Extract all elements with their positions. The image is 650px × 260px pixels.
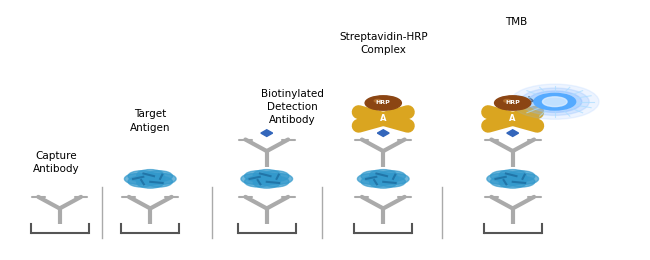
Circle shape <box>361 171 388 181</box>
Circle shape <box>495 96 531 110</box>
Circle shape <box>543 97 567 107</box>
Text: HRP: HRP <box>505 101 520 106</box>
Circle shape <box>534 93 576 110</box>
Circle shape <box>254 170 280 180</box>
Circle shape <box>378 171 406 181</box>
Circle shape <box>512 173 538 184</box>
Text: Target
Antigen: Target Antigen <box>130 109 170 133</box>
Circle shape <box>528 91 582 113</box>
Circle shape <box>358 173 385 184</box>
Circle shape <box>146 176 172 187</box>
Circle shape <box>499 177 526 188</box>
Circle shape <box>370 177 396 188</box>
Circle shape <box>252 173 281 185</box>
Circle shape <box>146 171 172 181</box>
Circle shape <box>136 177 164 188</box>
Circle shape <box>244 176 272 187</box>
Text: A: A <box>380 114 387 124</box>
Circle shape <box>508 171 535 181</box>
Text: Biotinylated
Detection
Antibody: Biotinylated Detection Antibody <box>261 89 324 125</box>
Circle shape <box>521 88 589 115</box>
Polygon shape <box>507 130 519 137</box>
Circle shape <box>124 173 151 184</box>
Circle shape <box>504 99 511 102</box>
Circle shape <box>374 99 382 102</box>
Text: A: A <box>510 114 516 124</box>
Circle shape <box>265 173 292 184</box>
Circle shape <box>499 170 526 180</box>
Circle shape <box>365 96 401 110</box>
Circle shape <box>262 171 289 181</box>
Polygon shape <box>261 130 272 137</box>
Text: Capture
Antibody: Capture Antibody <box>33 151 80 174</box>
Circle shape <box>241 173 268 184</box>
Circle shape <box>254 177 280 188</box>
Circle shape <box>262 176 289 187</box>
Text: Streptavidin-HRP
Complex: Streptavidin-HRP Complex <box>339 32 428 55</box>
Circle shape <box>491 171 517 181</box>
Circle shape <box>508 176 535 187</box>
Circle shape <box>370 170 396 180</box>
Circle shape <box>149 173 176 184</box>
Circle shape <box>510 84 599 119</box>
Polygon shape <box>378 130 389 137</box>
Circle shape <box>369 173 398 185</box>
Circle shape <box>135 173 165 185</box>
Circle shape <box>378 176 406 187</box>
Circle shape <box>498 173 527 185</box>
Circle shape <box>136 170 164 180</box>
Circle shape <box>382 173 409 184</box>
Circle shape <box>491 176 517 187</box>
Text: HRP: HRP <box>376 101 391 106</box>
Circle shape <box>487 173 514 184</box>
Circle shape <box>361 176 388 187</box>
Circle shape <box>128 176 155 187</box>
Circle shape <box>128 171 155 181</box>
Circle shape <box>244 171 272 181</box>
Text: TMB: TMB <box>505 17 527 27</box>
